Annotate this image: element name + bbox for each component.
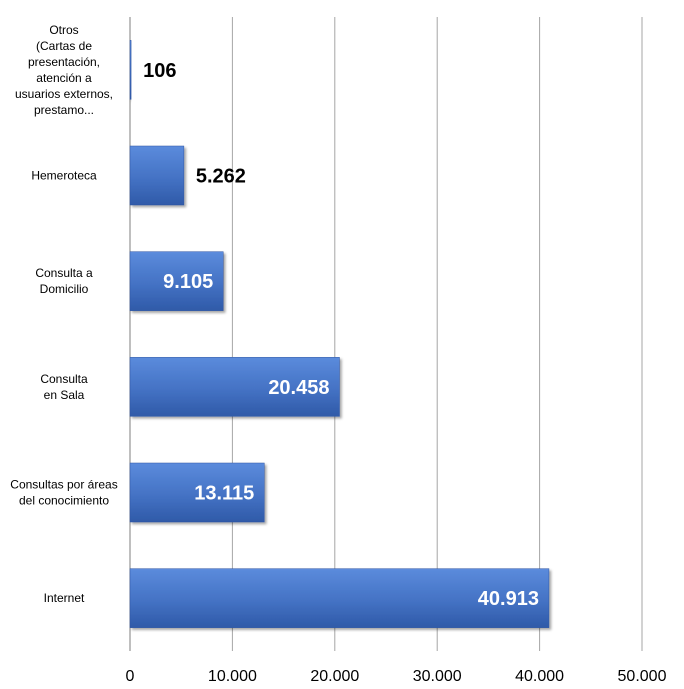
category-label: Internet xyxy=(44,591,85,605)
bar xyxy=(129,462,265,523)
x-tick-label: 40.000 xyxy=(515,668,564,685)
bar xyxy=(129,251,224,311)
category-label-line: Otros xyxy=(49,23,78,37)
category-label: Consulta a Domicilio xyxy=(35,266,93,296)
category-label-line: Hemeroteca xyxy=(31,169,97,183)
bar xyxy=(129,40,132,100)
x-axis-tick-labels: 0 10.000 20.000 30.000 40.000 50.000 xyxy=(126,668,667,685)
x-tick-label: 50.000 xyxy=(618,668,667,685)
bar xyxy=(129,357,340,417)
category-label-line: en Sala xyxy=(44,388,85,402)
x-tick-label: 0 xyxy=(126,668,135,685)
x-tick-label: 30.000 xyxy=(413,668,462,685)
bar xyxy=(129,568,550,628)
bars xyxy=(129,40,550,628)
category-label: Otros (Cartas de presentación, atención a us… xyxy=(15,23,113,117)
category-label-line: presentación, xyxy=(28,55,100,69)
category-label-line: Internet xyxy=(44,591,85,605)
category-label: Consulta en Sala xyxy=(40,372,88,402)
category-label-line: Consulta xyxy=(40,372,88,386)
data-label: 40.913 xyxy=(478,588,539,610)
category-labels: Otros (Cartas de presentación, atención a us… xyxy=(10,23,117,605)
x-tick-label: 20.000 xyxy=(310,668,359,685)
category-label-line: atención a xyxy=(36,71,92,85)
x-tick-label: 10.000 xyxy=(208,668,257,685)
category-label-line: prestamo... xyxy=(34,103,94,117)
category-label: Consultas por áreas del conocimiento xyxy=(10,478,117,508)
category-label-line: Consulta a xyxy=(35,266,93,280)
data-label: 5.262 xyxy=(196,166,246,188)
bar xyxy=(129,145,185,206)
category-label-line: (Cartas de xyxy=(36,39,92,53)
category-label-line: Consultas por áreas xyxy=(10,478,117,492)
category-label: Hemeroteca xyxy=(31,169,97,183)
category-label-line: Domicilio xyxy=(40,282,89,296)
data-labels: 106 5.262 9.105 20.458 13.115 40.913 xyxy=(143,60,539,610)
category-label-line: del conocimiento xyxy=(19,494,109,508)
data-label: 20.458 xyxy=(268,377,329,399)
data-label: 13.115 xyxy=(194,483,254,505)
data-label: 106 xyxy=(143,60,176,82)
category-label-line: usuarios externos, xyxy=(15,87,113,101)
gridlines xyxy=(129,17,643,651)
data-label: 9.105 xyxy=(163,271,213,293)
